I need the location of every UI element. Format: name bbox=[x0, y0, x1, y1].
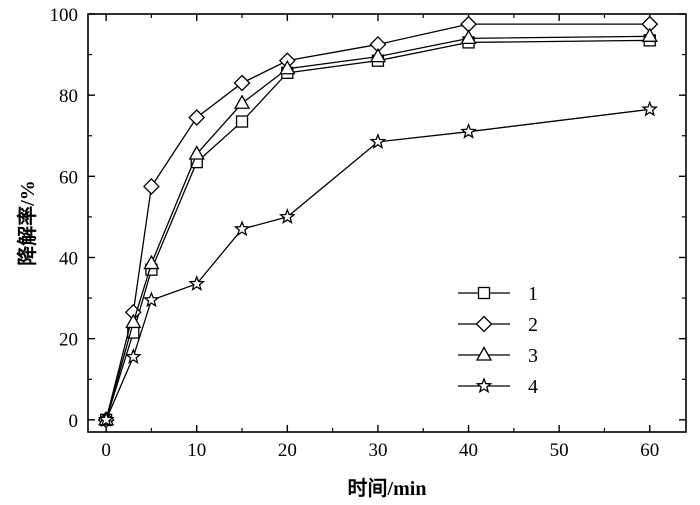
series-1 bbox=[99, 34, 656, 426]
y-axis-title: 降解率/% bbox=[15, 180, 39, 266]
legend-label: 1 bbox=[528, 283, 538, 305]
x-tick-label: 60 bbox=[640, 440, 659, 461]
legend-item-2: 2 bbox=[458, 314, 538, 336]
legend-label: 4 bbox=[528, 376, 538, 398]
y-tick-label: 40 bbox=[59, 248, 78, 269]
series-2-point bbox=[460, 15, 477, 33]
series-3-point bbox=[460, 29, 477, 44]
legend: 1 2 3 4 bbox=[458, 283, 538, 398]
y-tick-label: 0 bbox=[69, 411, 79, 432]
y-tick-label: 80 bbox=[59, 86, 78, 107]
y-tick-label: 60 bbox=[59, 167, 78, 188]
series-3-point bbox=[369, 47, 387, 63]
series-4-point bbox=[369, 133, 387, 149]
series-2-line bbox=[105, 23, 650, 420]
legend-marker bbox=[475, 346, 493, 361]
legend-marker bbox=[475, 315, 493, 333]
series-4-point bbox=[278, 208, 296, 225]
series-4-line bbox=[105, 108, 650, 421]
series-1-point bbox=[235, 115, 249, 128]
series-3-point bbox=[233, 94, 251, 109]
series-2-point bbox=[143, 178, 160, 195]
legend-item-4: 4 bbox=[458, 376, 538, 398]
legend-marker bbox=[477, 286, 491, 300]
x-tick-label: 30 bbox=[368, 440, 387, 461]
series-2-point bbox=[188, 109, 206, 126]
axes: 0 10 20 30 40 50 60 0 20 40 60 80 100 bbox=[50, 5, 687, 461]
series-3-point bbox=[125, 313, 142, 329]
x-tick-label: 40 bbox=[459, 440, 478, 461]
x-tick-label: 50 bbox=[550, 440, 569, 461]
series-group bbox=[97, 15, 659, 429]
legend-item-3: 3 bbox=[458, 345, 538, 367]
legend-label: 3 bbox=[528, 345, 538, 367]
series-4-point bbox=[460, 122, 477, 139]
legend-label: 2 bbox=[528, 314, 538, 336]
series-4 bbox=[97, 100, 659, 427]
x-tick-label: 10 bbox=[187, 440, 206, 461]
series-3-point bbox=[641, 27, 658, 42]
plot-frame bbox=[87, 13, 687, 433]
series-2-point bbox=[233, 74, 251, 92]
series-4-point bbox=[143, 291, 160, 308]
series-3-line bbox=[105, 35, 650, 421]
y-tick-label: 20 bbox=[59, 330, 78, 351]
series-4-point bbox=[188, 275, 206, 292]
series-3 bbox=[98, 27, 658, 426]
y-tick-label: 100 bbox=[50, 5, 79, 26]
legend-item-1: 1 bbox=[458, 283, 538, 305]
x-tick-label: 0 bbox=[101, 440, 111, 461]
series-2 bbox=[97, 15, 659, 429]
legend-marker bbox=[475, 377, 493, 394]
series-4-point bbox=[233, 220, 251, 237]
series-3-point bbox=[143, 254, 160, 270]
series-1-line bbox=[105, 39, 650, 421]
series-4-point bbox=[641, 100, 659, 117]
series-4-point bbox=[97, 411, 115, 427]
series-4-point bbox=[124, 348, 142, 365]
x-tick-label: 20 bbox=[278, 440, 297, 461]
series-3-point bbox=[279, 59, 296, 75]
series-3-point bbox=[188, 145, 205, 160]
x-axis-title: 时间/min bbox=[348, 477, 427, 500]
